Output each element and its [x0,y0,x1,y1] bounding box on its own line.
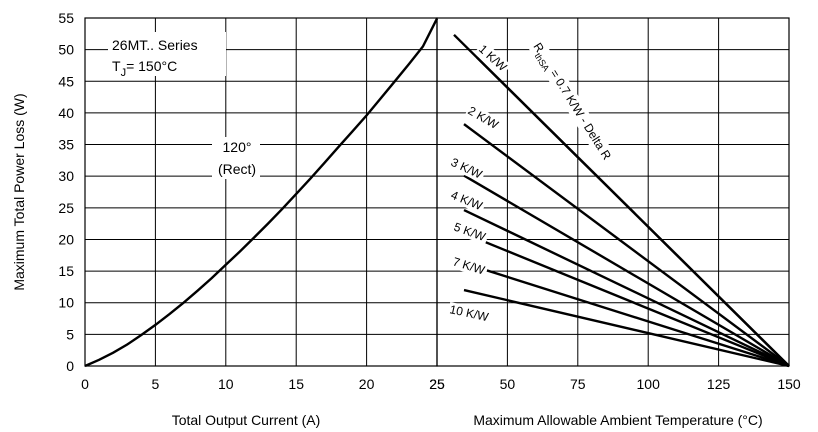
line-label-bg [475,41,512,76]
line-label-bg [450,254,489,279]
line-label-text: 5 K/W [452,220,488,245]
y-tick-label: 0 [66,358,74,374]
line-label-bg [451,219,490,245]
left-x-tick-label: 25 [429,376,445,392]
line-label-text: 4 K/W [449,188,485,213]
line-label: 1 K/W [475,41,512,76]
series-line-6 [463,262,790,368]
y-tick-label: 45 [58,73,74,89]
right-panel-frame [436,17,790,367]
left-x-tick-label: 20 [359,376,375,392]
right-x-tick-label: 150 [777,376,801,392]
line-label: 5 K/W [451,219,490,245]
tj-value: = 150°C [126,58,177,74]
y-tick-label: 20 [58,231,74,247]
right-x-tick-label: 75 [570,376,586,392]
y-tick-label: 35 [58,137,74,153]
series-line-5 [463,232,790,368]
series-line-120-rect [84,18,439,368]
curve-label-rect: (Rect) [218,161,256,177]
tj-subscript: J [121,67,127,79]
left-x-axis-label: Total Output Current (A) [172,412,321,428]
right-x-axis-label: Maximum Allowable Ambient Temperature (°… [473,412,762,428]
series-line-4 [463,208,790,368]
series-note-line1: 26MT.. Series [112,37,198,53]
line-label-bg [447,302,493,325]
series-line-2 [463,123,790,367]
series-note-line2: TJ= 150°C [112,58,177,79]
line-label-text: 7 K/W [451,254,487,277]
left-x-tick-label: 15 [288,376,304,392]
right-x-tick-label: 50 [500,376,516,392]
right-x-tick-label: 100 [637,376,661,392]
right-x-tick-label: 25 [429,376,445,392]
tj-t: T [112,58,121,74]
series-note-bg [108,32,226,76]
y-tick-label: 50 [58,42,74,58]
curve-label-bg [212,137,260,179]
y-axis-label: Maximum Total Power Loss (W) [11,93,27,290]
series-line-1 [453,33,790,367]
line-label-bg [447,187,487,214]
series-line-3 [463,174,790,368]
left-x-tick-label: 5 [152,376,160,392]
line-label: 4 K/W [447,187,487,214]
rthsa-label-bg [527,37,623,176]
line-label-bg [447,154,487,183]
line-label: 7 K/W [450,254,489,279]
y-tick-label: 5 [66,326,74,342]
y-tick-label: 10 [58,295,74,311]
y-tick-label: 55 [58,10,74,26]
y-tick-label: 30 [58,168,74,184]
right-x-tick-label: 125 [707,376,731,392]
line-label-text: 10 K/W [448,302,490,324]
y-tick-label: 15 [58,263,74,279]
y-tick-label: 25 [58,200,74,216]
left-x-tick-label: 0 [81,376,89,392]
y-tick-label: 40 [58,105,74,121]
rthsa-label-text: RthSA = 0.7 K/W - Delta R [528,40,614,164]
left-x-tick-label: 10 [218,376,234,392]
curve-label-angle: 120° [223,139,252,155]
line-label-bg [464,102,503,134]
series-layer [84,18,790,368]
line-label: 10 K/W [447,302,493,325]
series-line-7 [463,288,790,368]
